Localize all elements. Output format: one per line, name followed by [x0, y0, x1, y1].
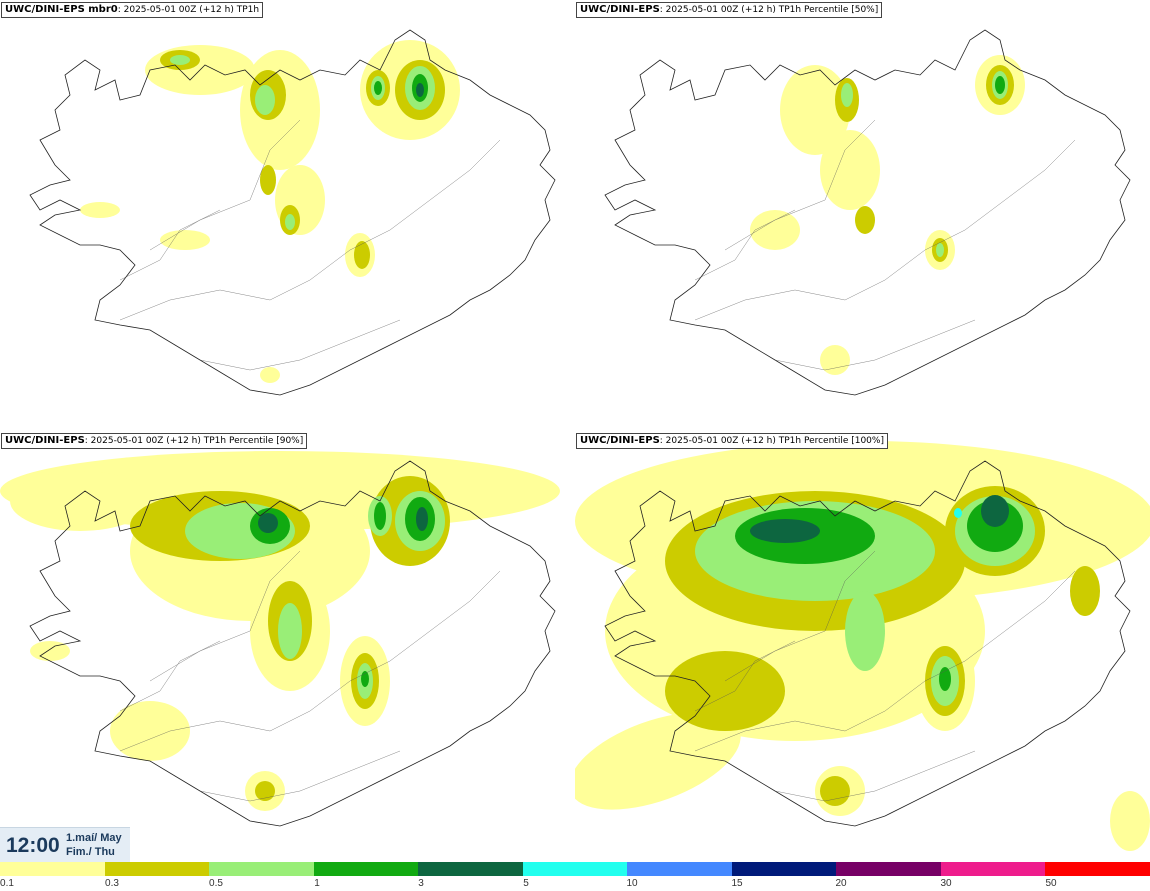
precip-field — [0, 451, 560, 811]
road-network — [119, 119, 501, 371]
map-panel-mbr0: UWC/DINI-EPS mbr0: 2025-05-01 00Z (+12 h… — [0, 0, 575, 430]
legend-color-swatch — [1045, 862, 1150, 876]
iceland-outline — [29, 460, 556, 827]
map-panel-p100: UWC/DINI-EPS: 2025-05-01 00Z (+12 h) TP1… — [575, 431, 1150, 861]
valid-date-line1: 1.maí/ May — [66, 832, 122, 844]
panel-model: UWC/DINI-EPS — [580, 4, 660, 15]
road-network — [119, 550, 501, 802]
legend-color-swatch — [104, 862, 210, 876]
map-canvas — [575, 441, 1150, 851]
map-panel-p50: UWC/DINI-EPS: 2025-05-01 00Z (+12 h) TP1… — [575, 0, 1150, 430]
panel-title: UWC/DINI-EPS: 2025-05-01 00Z (+12 h) TP1… — [1, 433, 308, 449]
panel-model: UWC/DINI-EPS mbr0 — [5, 4, 118, 15]
precip-field — [750, 55, 1025, 375]
legend-tick: 30 — [940, 878, 952, 889]
map-canvas — [604, 29, 1131, 396]
legend-color-swatch — [209, 862, 314, 876]
legend-color-swatch — [627, 862, 732, 876]
legend-tick: 0.5 — [209, 878, 223, 889]
valid-time-clock: 12:00 — [6, 834, 60, 857]
valid-time-box: 12:00 1.maí/ May Fim./ Thu — [0, 827, 130, 862]
precip-field — [575, 441, 1150, 851]
legend-tick: 3 — [418, 878, 424, 889]
legend-color-swatch — [313, 862, 419, 876]
map-canvas — [0, 451, 560, 827]
road-network — [694, 119, 1076, 371]
color-scale-legend: 0.1 0.3 0.5 1 3 5 10 15 20 30 50 — [0, 862, 1150, 891]
legend-color-swatch — [940, 862, 1046, 876]
legend-tick: 15 — [731, 878, 743, 889]
legend-tick: 0.1 — [0, 878, 14, 889]
panel-description: : 2025-05-01 00Z (+12 h) TP1h — [117, 5, 260, 15]
valid-date-line2: Fim./ Thu — [66, 846, 115, 858]
legend-color-swatch — [522, 862, 628, 876]
iceland-outline — [604, 460, 1131, 827]
panel-description: : 2025-05-01 00Z (+12 h) TP1h Percentile… — [659, 436, 884, 446]
legend-color-swatch — [418, 862, 523, 876]
panel-title: UWC/DINI-EPS: 2025-05-01 00Z (+12 h) TP1… — [576, 2, 883, 18]
legend-color-swatch — [0, 862, 105, 876]
legend-tick: 1 — [314, 878, 320, 889]
legend-tick: 0.3 — [105, 878, 119, 889]
panel-description: : 2025-05-01 00Z (+12 h) TP1h Percentile… — [84, 436, 304, 446]
panel-title: UWC/DINI-EPS mbr0: 2025-05-01 00Z (+12 h… — [1, 2, 264, 18]
legend-color-swatch — [836, 862, 941, 876]
color-scale-bar — [0, 862, 1150, 876]
panel-title: UWC/DINI-EPS: 2025-05-01 00Z (+12 h) TP1… — [576, 433, 888, 449]
map-canvas — [29, 29, 556, 396]
legend-tick: 20 — [835, 878, 847, 889]
legend-color-swatch — [731, 862, 837, 876]
panel-description: : 2025-05-01 00Z (+12 h) TP1h Percentile… — [659, 5, 879, 15]
legend-tick: 5 — [523, 878, 529, 889]
legend-tick: 10 — [626, 878, 638, 889]
map-panel-p90: UWC/DINI-EPS: 2025-05-01 00Z (+12 h) TP1… — [0, 431, 575, 861]
iceland-outline — [29, 29, 556, 396]
legend-tick: 50 — [1045, 878, 1057, 889]
iceland-outline — [604, 29, 1131, 396]
panel-model: UWC/DINI-EPS — [5, 435, 85, 446]
panel-model: UWC/DINI-EPS — [580, 435, 660, 446]
precip-field — [80, 40, 460, 383]
road-network — [694, 550, 1076, 802]
